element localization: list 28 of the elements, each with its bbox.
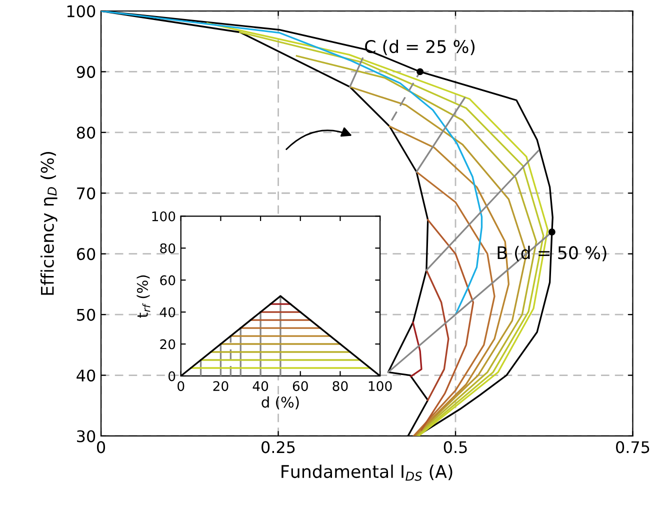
y-tick-label: 40 (76, 369, 96, 382)
y-tick-label: 0 (168, 371, 176, 382)
y-tick-label: 40 (160, 307, 176, 318)
y-tick-label: 50 (77, 308, 96, 321)
x-axis-title: Fundamental I$_{DS}$ (A) (282, 464, 452, 481)
y-tick-label: 100 (152, 211, 176, 222)
y-axis-title: Efficiency η$_{D}$ (%) (40, 152, 58, 295)
y-tick-label: 30 (77, 430, 96, 442)
y-tick-label: 60 (160, 275, 176, 286)
x-tick-label: 20 (213, 381, 228, 392)
x-tick-label: 0.25 (262, 441, 295, 454)
x-tick-label: 100 (368, 381, 392, 392)
x-tick-label: 0 (96, 441, 106, 454)
x-tick-label: 0.75 (616, 441, 650, 454)
x-tick-label: 0.5 (444, 441, 467, 454)
x-tick-label: 0 (178, 381, 184, 392)
y-tick-label: 90 (76, 66, 96, 78)
x-tick-label: 60 (292, 381, 308, 392)
y-tick-label: 70 (77, 187, 96, 200)
y-tick-label: 60 (76, 248, 96, 260)
x-axis-title: d (%) (262, 396, 299, 410)
y-tick-label: 80 (76, 126, 96, 139)
y-axis-title: t$_{rf}$ (%) (136, 275, 150, 318)
x-tick-label: 40 (252, 381, 268, 392)
y-tick-label: 100 (67, 5, 96, 18)
y-tick-label: 80 (160, 243, 176, 254)
x-tick-label: 80 (332, 381, 348, 392)
y-tick-label: 20 (160, 339, 176, 350)
